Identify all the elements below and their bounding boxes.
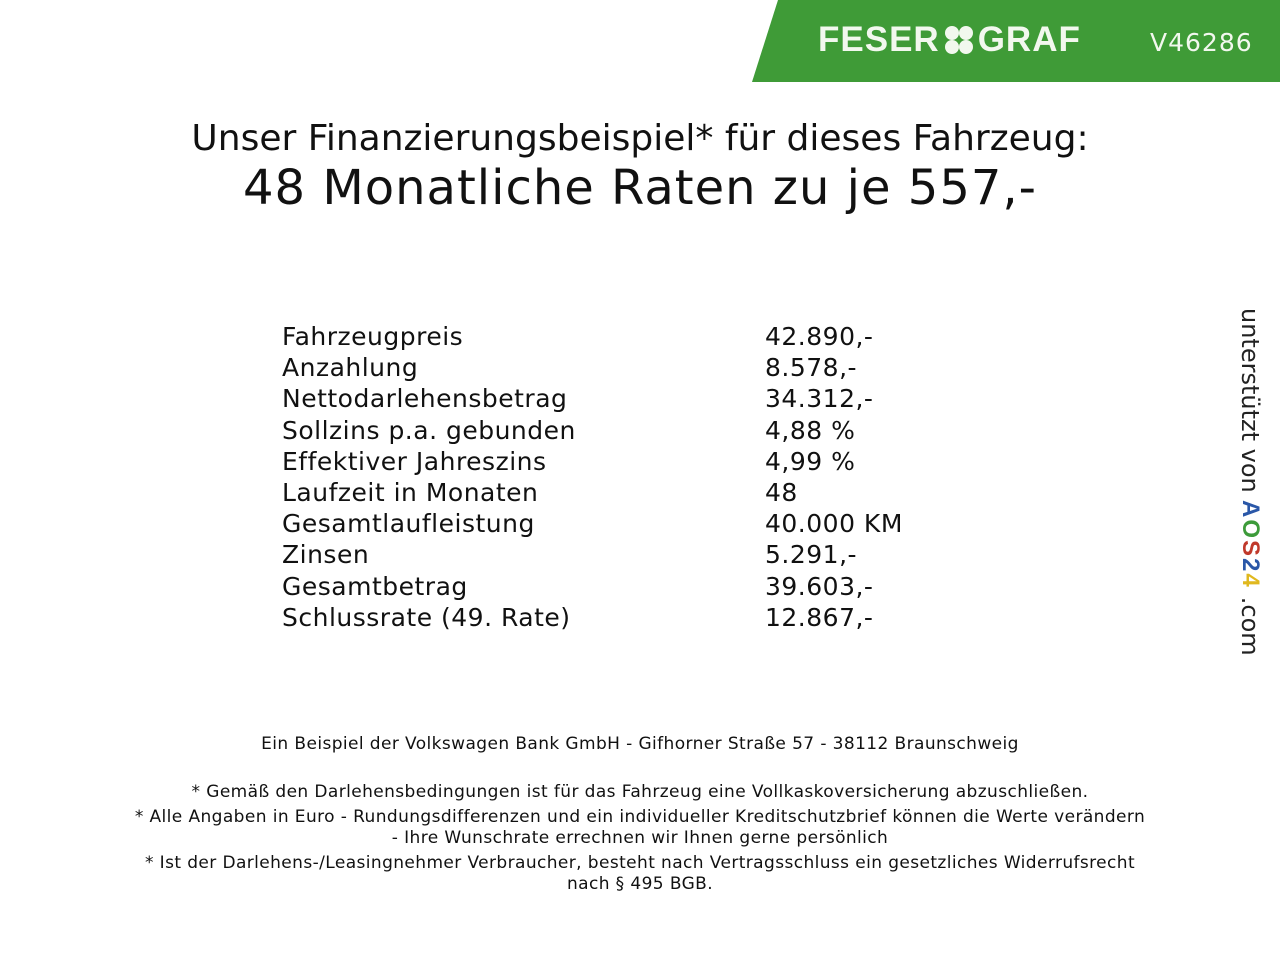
row-label: Gesamtlaufleistung <box>282 509 535 539</box>
row-label: Gesamtbetrag <box>282 571 468 601</box>
row-value: 4,99 % <box>765 446 856 476</box>
table-row: Gesamtbetrag 39.603,- <box>282 572 903 603</box>
table-row: Zinsen 5.291,- <box>282 540 903 571</box>
brand-name-right: GRAF <box>977 20 1081 59</box>
footnote-euro: * Alle Angaben in Euro - Rundungsdiffere… <box>134 807 1146 827</box>
brand-name-left: FESER <box>818 20 940 59</box>
row-value: 8.578,- <box>765 353 858 383</box>
header-banner <box>752 0 1280 82</box>
row-value: 34.312,- <box>765 384 874 414</box>
row-value: 48 <box>765 477 798 507</box>
supported-by-text: unterstützt von <box>1236 308 1264 493</box>
vehicle-code: V46286 <box>1150 28 1253 57</box>
footnote-withdrawal-cont: nach § 495 BGB. <box>566 874 714 894</box>
table-row: Effektiver Jahreszins 4,99 % <box>282 447 903 478</box>
row-value: 42.890,- <box>765 322 874 351</box>
row-label: Laufzeit in Monaten <box>282 477 539 507</box>
table-row: Sollzins p.a. gebunden 4,88 % <box>282 416 903 447</box>
supported-by-domain: .com <box>1236 596 1264 656</box>
footnote-withdrawal: * Ist der Darlehens-/Leasingnehmer Verbr… <box>144 853 1136 873</box>
table-row: Gesamtlaufleistung 40.000 KM <box>282 509 903 540</box>
table-row: Laufzeit in Monaten 48 <box>282 478 903 509</box>
table-row: Nettodarlehensbetrag 34.312,- <box>282 384 903 415</box>
row-value: 39.603,- <box>765 571 874 601</box>
row-label: Anzahlung <box>282 353 419 383</box>
brand-logo: FESER GRAF <box>818 20 1081 60</box>
footnote-insurance: * Gemäß den Darlehensbedingungen ist für… <box>191 782 1089 802</box>
row-value: 5.291,- <box>765 540 858 570</box>
page-title: Unser Finanzierungsbeispiel* für dieses … <box>191 118 1089 159</box>
clover-icon <box>944 25 974 55</box>
row-value: 40.000 KM <box>765 509 903 539</box>
supported-by: unterstützt von AOS24 .com <box>1236 308 1264 656</box>
row-label: Zinsen <box>282 540 370 570</box>
row-label: Sollzins p.a. gebunden <box>282 415 576 445</box>
row-label: Schlussrate (49. Rate) <box>282 602 571 632</box>
finance-table: Fahrzeugpreis 42.890,- Anzahlung 8.578,- Net… <box>282 322 903 634</box>
row-label: Fahrzeugpreis <box>282 322 464 351</box>
monthly-rate-headline: 48 Monatliche Raten zu je 557,- <box>243 160 1037 216</box>
table-row: Fahrzeugpreis 42.890,- <box>282 322 903 353</box>
row-label: Effektiver Jahreszins <box>282 446 547 476</box>
row-value: 12.867,- <box>765 602 874 632</box>
table-row: Anzahlung 8.578,- <box>282 353 903 384</box>
bank-note: Ein Beispiel der Volkswagen Bank GmbH - … <box>261 734 1019 754</box>
row-value: 4,88 % <box>765 415 856 445</box>
aos24-logo: AOS24 <box>1237 500 1264 590</box>
footnote-euro-cont: - Ihre Wunschrate errechnen wir Ihnen ge… <box>391 828 889 848</box>
row-label: Nettodarlehensbetrag <box>282 384 568 414</box>
table-row: Schlussrate (49. Rate) 12.867,- <box>282 603 903 634</box>
